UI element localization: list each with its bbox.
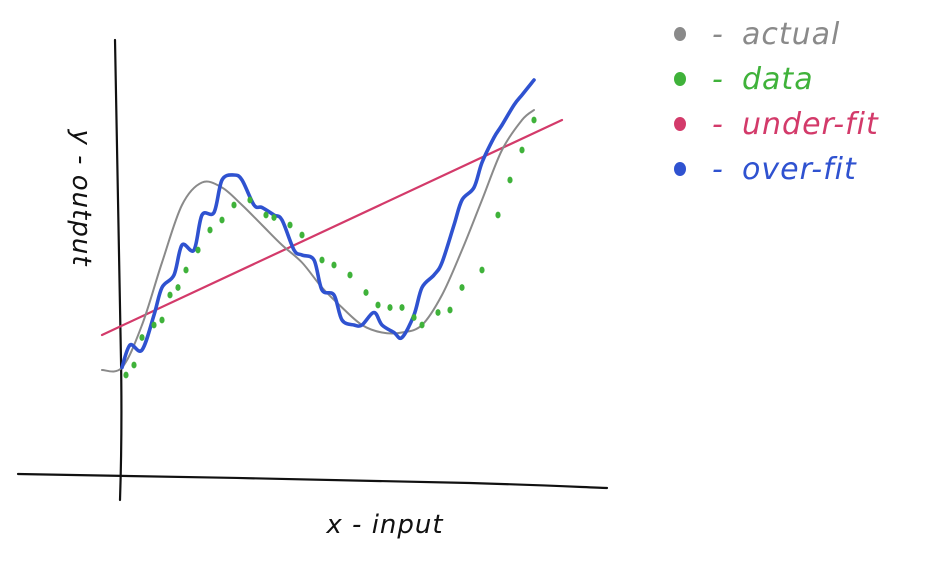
data-point xyxy=(319,256,325,264)
data-point xyxy=(247,196,253,204)
data-point xyxy=(175,284,181,291)
data-point xyxy=(459,284,465,291)
legend-item-data: - data xyxy=(674,62,814,97)
y-axis-label: y - output xyxy=(66,128,96,266)
data-point xyxy=(263,211,269,219)
legend-marker-data xyxy=(674,72,686,86)
legend-label-data: data xyxy=(742,62,814,97)
data-point xyxy=(447,306,453,314)
data-point xyxy=(219,216,225,224)
data-point xyxy=(531,116,537,124)
axes xyxy=(16,38,609,502)
legend-label-actual: actual xyxy=(742,17,840,52)
data-point xyxy=(167,291,173,299)
x-axis-label: x - input xyxy=(325,510,443,540)
legend-item-actual: - actual xyxy=(674,17,840,52)
data-point xyxy=(419,321,425,329)
data-point xyxy=(139,334,145,341)
legend-dash: - xyxy=(712,62,724,97)
legend-item-underfit: - under-fit xyxy=(674,107,879,142)
series-line-overfit xyxy=(120,78,536,370)
data-point xyxy=(183,266,189,274)
series-line-underfit xyxy=(100,118,564,337)
data-point xyxy=(151,321,157,329)
legend-item-overfit: - over-fit xyxy=(674,152,857,187)
data-point xyxy=(207,226,213,234)
legend-dash: - xyxy=(712,107,724,142)
data-point xyxy=(495,211,501,219)
data-point xyxy=(387,304,393,311)
data-point xyxy=(299,231,305,239)
data-point xyxy=(159,316,165,324)
data-point xyxy=(507,176,513,184)
data-point xyxy=(435,309,441,316)
legend-marker-underfit xyxy=(674,117,686,131)
data-point xyxy=(479,266,485,274)
data-point xyxy=(123,371,129,379)
legend-dash: - xyxy=(712,152,724,187)
data-point xyxy=(411,314,417,321)
x-axis-line xyxy=(16,472,609,490)
data-point xyxy=(287,221,293,229)
data-point xyxy=(363,289,369,296)
legend-label-overfit: over-fit xyxy=(742,152,857,187)
series-layer xyxy=(100,78,564,373)
data-point xyxy=(347,271,353,279)
data-point xyxy=(271,214,277,221)
series-line-actual xyxy=(101,109,535,373)
data-point xyxy=(195,246,201,254)
data-point xyxy=(399,304,405,311)
legend-label-underfit: under-fit xyxy=(742,107,879,142)
data-point xyxy=(519,146,525,154)
y-axis-line xyxy=(113,38,123,502)
data-points-layer xyxy=(123,116,537,379)
data-point xyxy=(231,201,237,209)
legend-marker-overfit xyxy=(674,162,686,176)
data-point xyxy=(131,361,137,369)
data-point xyxy=(331,261,337,269)
data-point xyxy=(375,301,381,309)
legend-marker-actual xyxy=(674,27,686,41)
legend-dash: - xyxy=(712,17,724,52)
legend: - actual-data-under-fit-over-fit xyxy=(674,17,879,187)
